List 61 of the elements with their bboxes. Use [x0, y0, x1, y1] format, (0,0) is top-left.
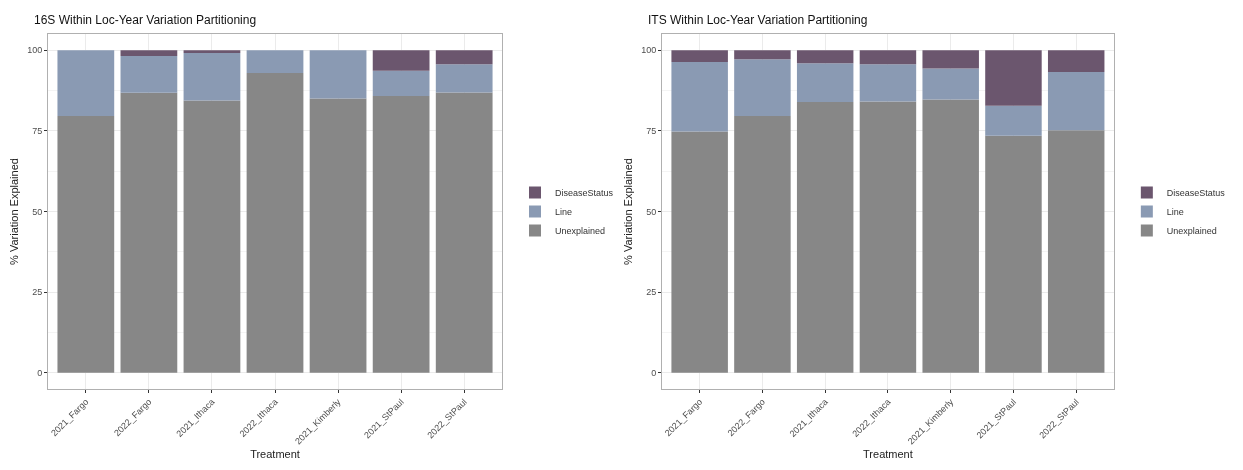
bar: [859, 101, 917, 373]
bar: [671, 131, 728, 373]
bar: [372, 70, 430, 96]
y-tick-label: 75: [646, 125, 657, 136]
bar: [57, 115, 115, 373]
chart-title: 16S Within Loc-Year Variation Partitioning: [34, 13, 257, 27]
bar: [435, 64, 493, 93]
bar: [372, 95, 430, 373]
bar: [120, 50, 178, 56]
bar: [309, 98, 367, 373]
bar: [246, 73, 304, 373]
bar: [183, 100, 241, 373]
bar: [734, 115, 791, 373]
bar: [985, 50, 1042, 106]
legend-label: DiseaseStatus: [554, 188, 614, 199]
bar: [922, 50, 979, 69]
y-tick-label: 50: [32, 206, 43, 217]
y-tick-label: 100: [641, 45, 657, 56]
legend-label: DiseaseStatus: [1166, 188, 1226, 199]
bar: [57, 50, 115, 116]
y-tick-label: 25: [32, 287, 43, 298]
bar: [671, 62, 728, 132]
y-tick-label: 0: [651, 368, 657, 379]
y-tick-label: 50: [646, 206, 657, 217]
y-tick-label: 75: [32, 125, 43, 136]
bar: [734, 50, 791, 60]
bar: [120, 55, 178, 93]
bar: [922, 99, 979, 373]
bar: [183, 50, 241, 54]
bar: [120, 92, 178, 373]
bar: [671, 50, 728, 63]
bar: [734, 59, 791, 116]
bar: [435, 50, 493, 65]
legend-label: Unexplained: [1166, 226, 1217, 237]
bar: [372, 50, 430, 71]
bar: [922, 68, 979, 100]
bar: [1047, 50, 1105, 73]
x-axis-title: Treatment: [863, 447, 913, 460]
bar: [435, 92, 493, 373]
y-tick-label: 0: [37, 368, 43, 379]
legend-label: Unexplained: [554, 226, 606, 237]
bar: [796, 63, 854, 103]
y-axis-title: % Variation Explained: [7, 158, 20, 265]
y-axis-title: % Variation Explained: [621, 158, 634, 265]
bar: [309, 50, 367, 99]
x-axis-title: Treatment: [250, 447, 300, 460]
bar: [183, 53, 241, 101]
legend-label: Line: [554, 207, 573, 218]
bar: [796, 102, 854, 373]
y-tick-label: 25: [646, 287, 657, 298]
bar: [1047, 72, 1105, 131]
bar: [985, 135, 1042, 373]
y-tick-label: 100: [27, 45, 43, 56]
bar: [859, 50, 917, 65]
bar: [985, 105, 1042, 136]
legend-label: Line: [1166, 207, 1184, 218]
bar: [1047, 130, 1105, 373]
bar: [859, 64, 917, 102]
bar: [796, 50, 854, 64]
chart-title: ITS Within Loc-Year Variation Partitioning: [648, 13, 868, 27]
bar: [246, 50, 304, 74]
